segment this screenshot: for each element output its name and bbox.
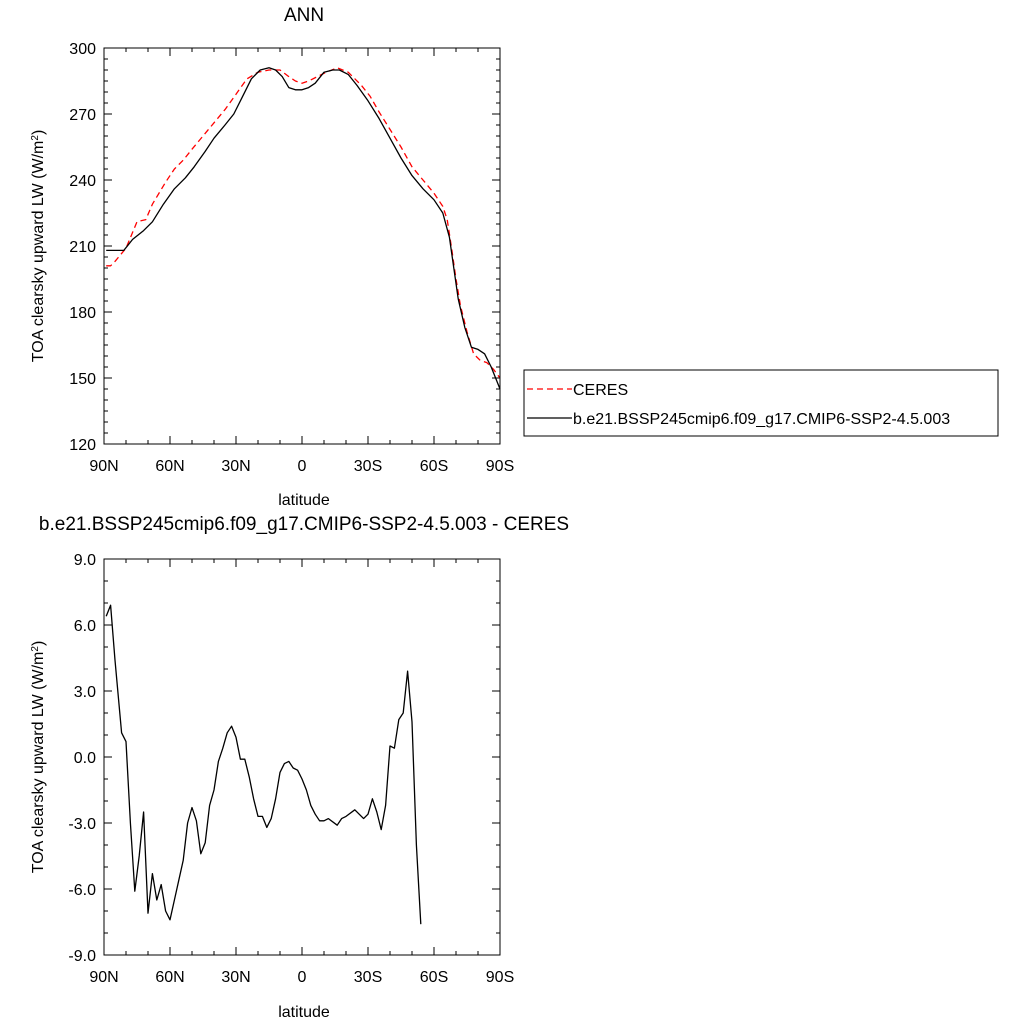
y-tick-label: -3.0: [68, 816, 96, 833]
x-tick-label: 30S: [354, 969, 382, 986]
series-line-top-0: [106, 67, 501, 379]
y-tick-label: 3.0: [74, 684, 96, 701]
y-tick-label: 180: [69, 305, 96, 322]
bottom-x-tick-labels: 90N 60N 30N 0 30S 60S 90S: [89, 969, 514, 986]
x-tick-label: 60S: [420, 969, 448, 986]
bottom-y-axis-title-end: ): [30, 641, 47, 646]
top-y-axis-title-end: ): [30, 130, 47, 135]
top-x-tick-labels: 90N 60N 30N 0 30S 60S 90S: [89, 458, 514, 475]
y-tick-label: 210: [69, 239, 96, 256]
top-tick-marks: [103, 47, 501, 445]
x-tick-label: 30N: [221, 458, 250, 475]
y-tick-label: 9.0: [74, 552, 96, 569]
top-plot-frame: [103, 47, 501, 445]
legend-box: [523, 369, 999, 437]
x-tick-label: 60N: [155, 969, 184, 986]
bottom-y-tick-labels: -9.0 -6.0 -3.0 0.0 3.0 6.0 9.0: [68, 552, 96, 965]
top-x-axis-title: latitude: [278, 492, 330, 509]
x-tick-label: 90N: [89, 969, 118, 986]
legend-label-model: b.e21.BSSP245cmip6.f09_g17.CMIP6-SSP2-4.…: [573, 411, 950, 428]
bottom-plot-frame: [103, 558, 501, 956]
y-tick-label: 6.0: [74, 618, 96, 635]
x-tick-label: 90S: [486, 458, 514, 475]
bottom-x-axis-title: latitude: [278, 1004, 330, 1021]
bottom-chart-panel: b.e21.BSSP245cmip6.f09_g17.CMIP6-SSP2-4.…: [30, 514, 570, 1021]
x-tick-label: 60N: [155, 458, 184, 475]
x-tick-label: 60S: [420, 458, 448, 475]
series-line-top-1: [106, 67, 501, 390]
top-y-tick-labels: 120 150 180 210 240 270 300: [69, 41, 96, 454]
y-tick-label: 270: [69, 107, 96, 124]
bottom-chart-title: b.e21.BSSP245cmip6.f09_g17.CMIP6-SSP2-4.…: [39, 514, 569, 535]
y-tick-label: 150: [69, 371, 96, 388]
x-tick-label: 90N: [89, 458, 118, 475]
x-tick-label: 30N: [221, 969, 250, 986]
bottom-y-axis-title-superscript: 2: [30, 646, 41, 652]
top-chart-title: ANN: [284, 5, 324, 26]
series-line-bot-0: [105, 604, 422, 925]
top-y-axis-title-main: TOA clearsky upward LW (W/m: [30, 141, 47, 363]
top-y-axis-title-superscript: 2: [30, 135, 41, 141]
y-tick-label: -6.0: [68, 882, 96, 899]
top-series-lines: [106, 67, 501, 390]
y-tick-label: -9.0: [68, 948, 96, 965]
y-tick-label: 0.0: [74, 750, 96, 767]
bottom-y-axis-title-main: TOA clearsky upward LW (W/m: [30, 652, 47, 874]
bottom-series-lines: [105, 604, 422, 925]
x-tick-label: 0: [298, 458, 307, 475]
top-y-axis-title: TOA clearsky upward LW (W/m2): [30, 130, 48, 363]
y-tick-label: 120: [69, 437, 96, 454]
bottom-y-axis-title: TOA clearsky upward LW (W/m2): [30, 641, 48, 874]
legend: CERES b.e21.BSSP245cmip6.f09_g17.CMIP6-S…: [523, 369, 999, 437]
legend-label-ceres: CERES: [573, 382, 628, 399]
y-tick-label: 300: [69, 41, 96, 58]
x-tick-label: 0: [298, 969, 307, 986]
y-tick-label: 240: [69, 173, 96, 190]
x-tick-label: 90S: [486, 969, 514, 986]
top-chart-panel: ANN 90N 60N 30N 0 30S 60S 90S 120 150 180 210 240 2…: [30, 5, 515, 509]
x-tick-label: 30S: [354, 458, 382, 475]
